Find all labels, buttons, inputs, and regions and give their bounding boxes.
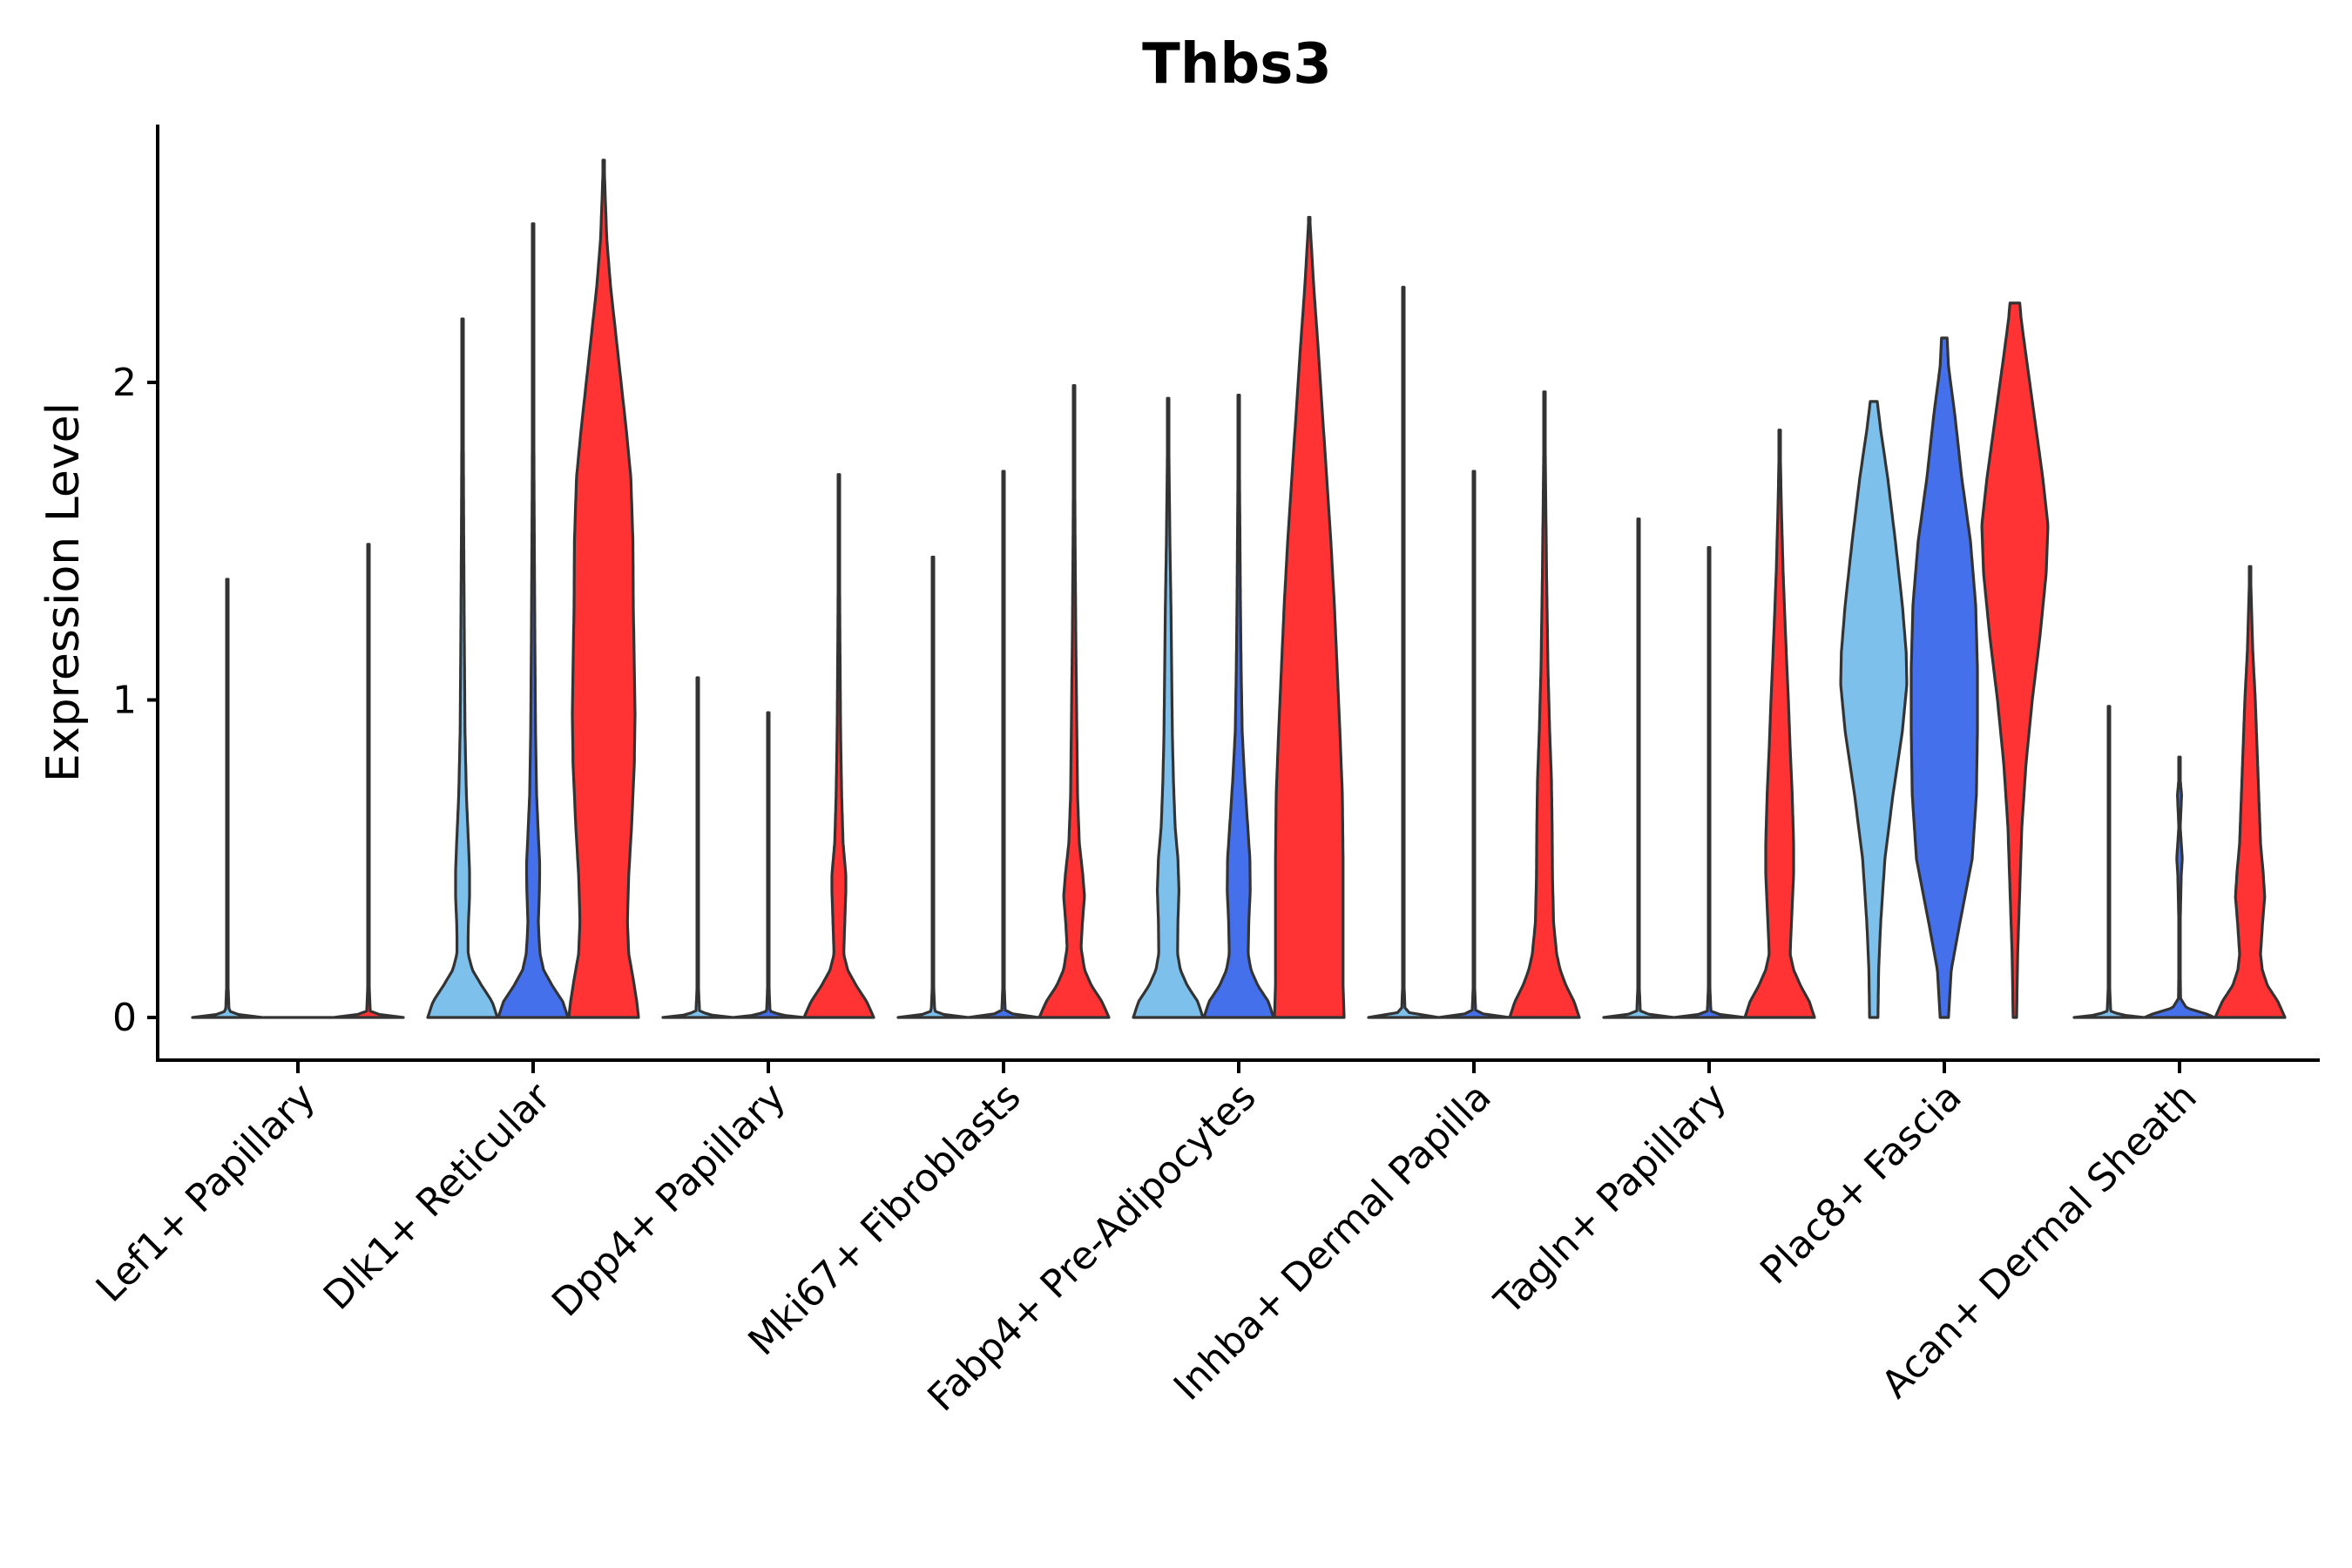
violin-fabp4-pre-adipocytes-1 (1132, 396, 1205, 1019)
y-tick-label: 1 (112, 679, 137, 723)
violin-fabp4-pre-adipocytes-2 (1202, 394, 1275, 1019)
y-tick-label: 2 (112, 361, 137, 405)
violin-dpp4-papillary-3 (802, 473, 875, 1019)
violin-acan-dermal-sheath-1 (2072, 705, 2146, 1019)
violin-lef1-papillary-3 (332, 543, 405, 1019)
violin-plac8-fascia-3 (1980, 301, 2050, 1019)
violin-inhba-dermal-papilla-2 (1437, 470, 1511, 1019)
violin-dlk1-reticular-2 (497, 222, 570, 1019)
x-tick-label-dlk1-reticular: Dlk1+ Reticular (315, 1074, 560, 1319)
violin-mki67-fibroblasts-2 (967, 470, 1040, 1019)
violin-tagln-papillary-3 (1743, 429, 1816, 1019)
violin-dpp4-papillary-1 (661, 676, 734, 1019)
violin-inhba-dermal-papilla-1 (1367, 286, 1440, 1019)
violins-layer (191, 159, 2287, 1019)
y-axis-ticks: 0 1 2 (112, 361, 158, 1040)
violin-lef1-papillary-1 (191, 578, 264, 1019)
violin-dlk1-reticular-1 (426, 317, 499, 1019)
x-tick-label-lef1-papillary: Lef1+ Papillary (88, 1075, 324, 1311)
violin-mki67-fibroblasts-1 (896, 555, 970, 1019)
violin-dlk1-reticular-3 (567, 159, 640, 1019)
x-tick-label-tagln-papillary: Tagln+ Papillary (1486, 1075, 1735, 1324)
violin-tagln-papillary-2 (1673, 545, 1746, 1019)
violin-tagln-papillary-1 (1602, 517, 1675, 1019)
x-tick-label-dpp4-papillary: Dpp4+ Papillary (544, 1075, 794, 1326)
chart-title: Thbs3 (1142, 32, 1332, 97)
y-axis-label: Expression Level (37, 402, 90, 782)
x-tick-label-plac8-fascia: Plac8+ Fascia (1752, 1075, 1970, 1294)
y-tick-label: 0 (112, 996, 137, 1040)
violin-plac8-fascia-1 (1839, 400, 1909, 1019)
violin-mki67-fibroblasts-3 (1037, 384, 1111, 1019)
violin-fabp4-pre-adipocytes-3 (1273, 215, 1346, 1019)
violin-acan-dermal-sheath-2 (2143, 755, 2216, 1019)
violin-inhba-dermal-papilla-3 (1508, 390, 1581, 1019)
violin-dpp4-papillary-2 (732, 711, 805, 1019)
violin-acan-dermal-sheath-3 (2213, 564, 2287, 1019)
violin-plac8-fascia-2 (1909, 336, 1979, 1019)
